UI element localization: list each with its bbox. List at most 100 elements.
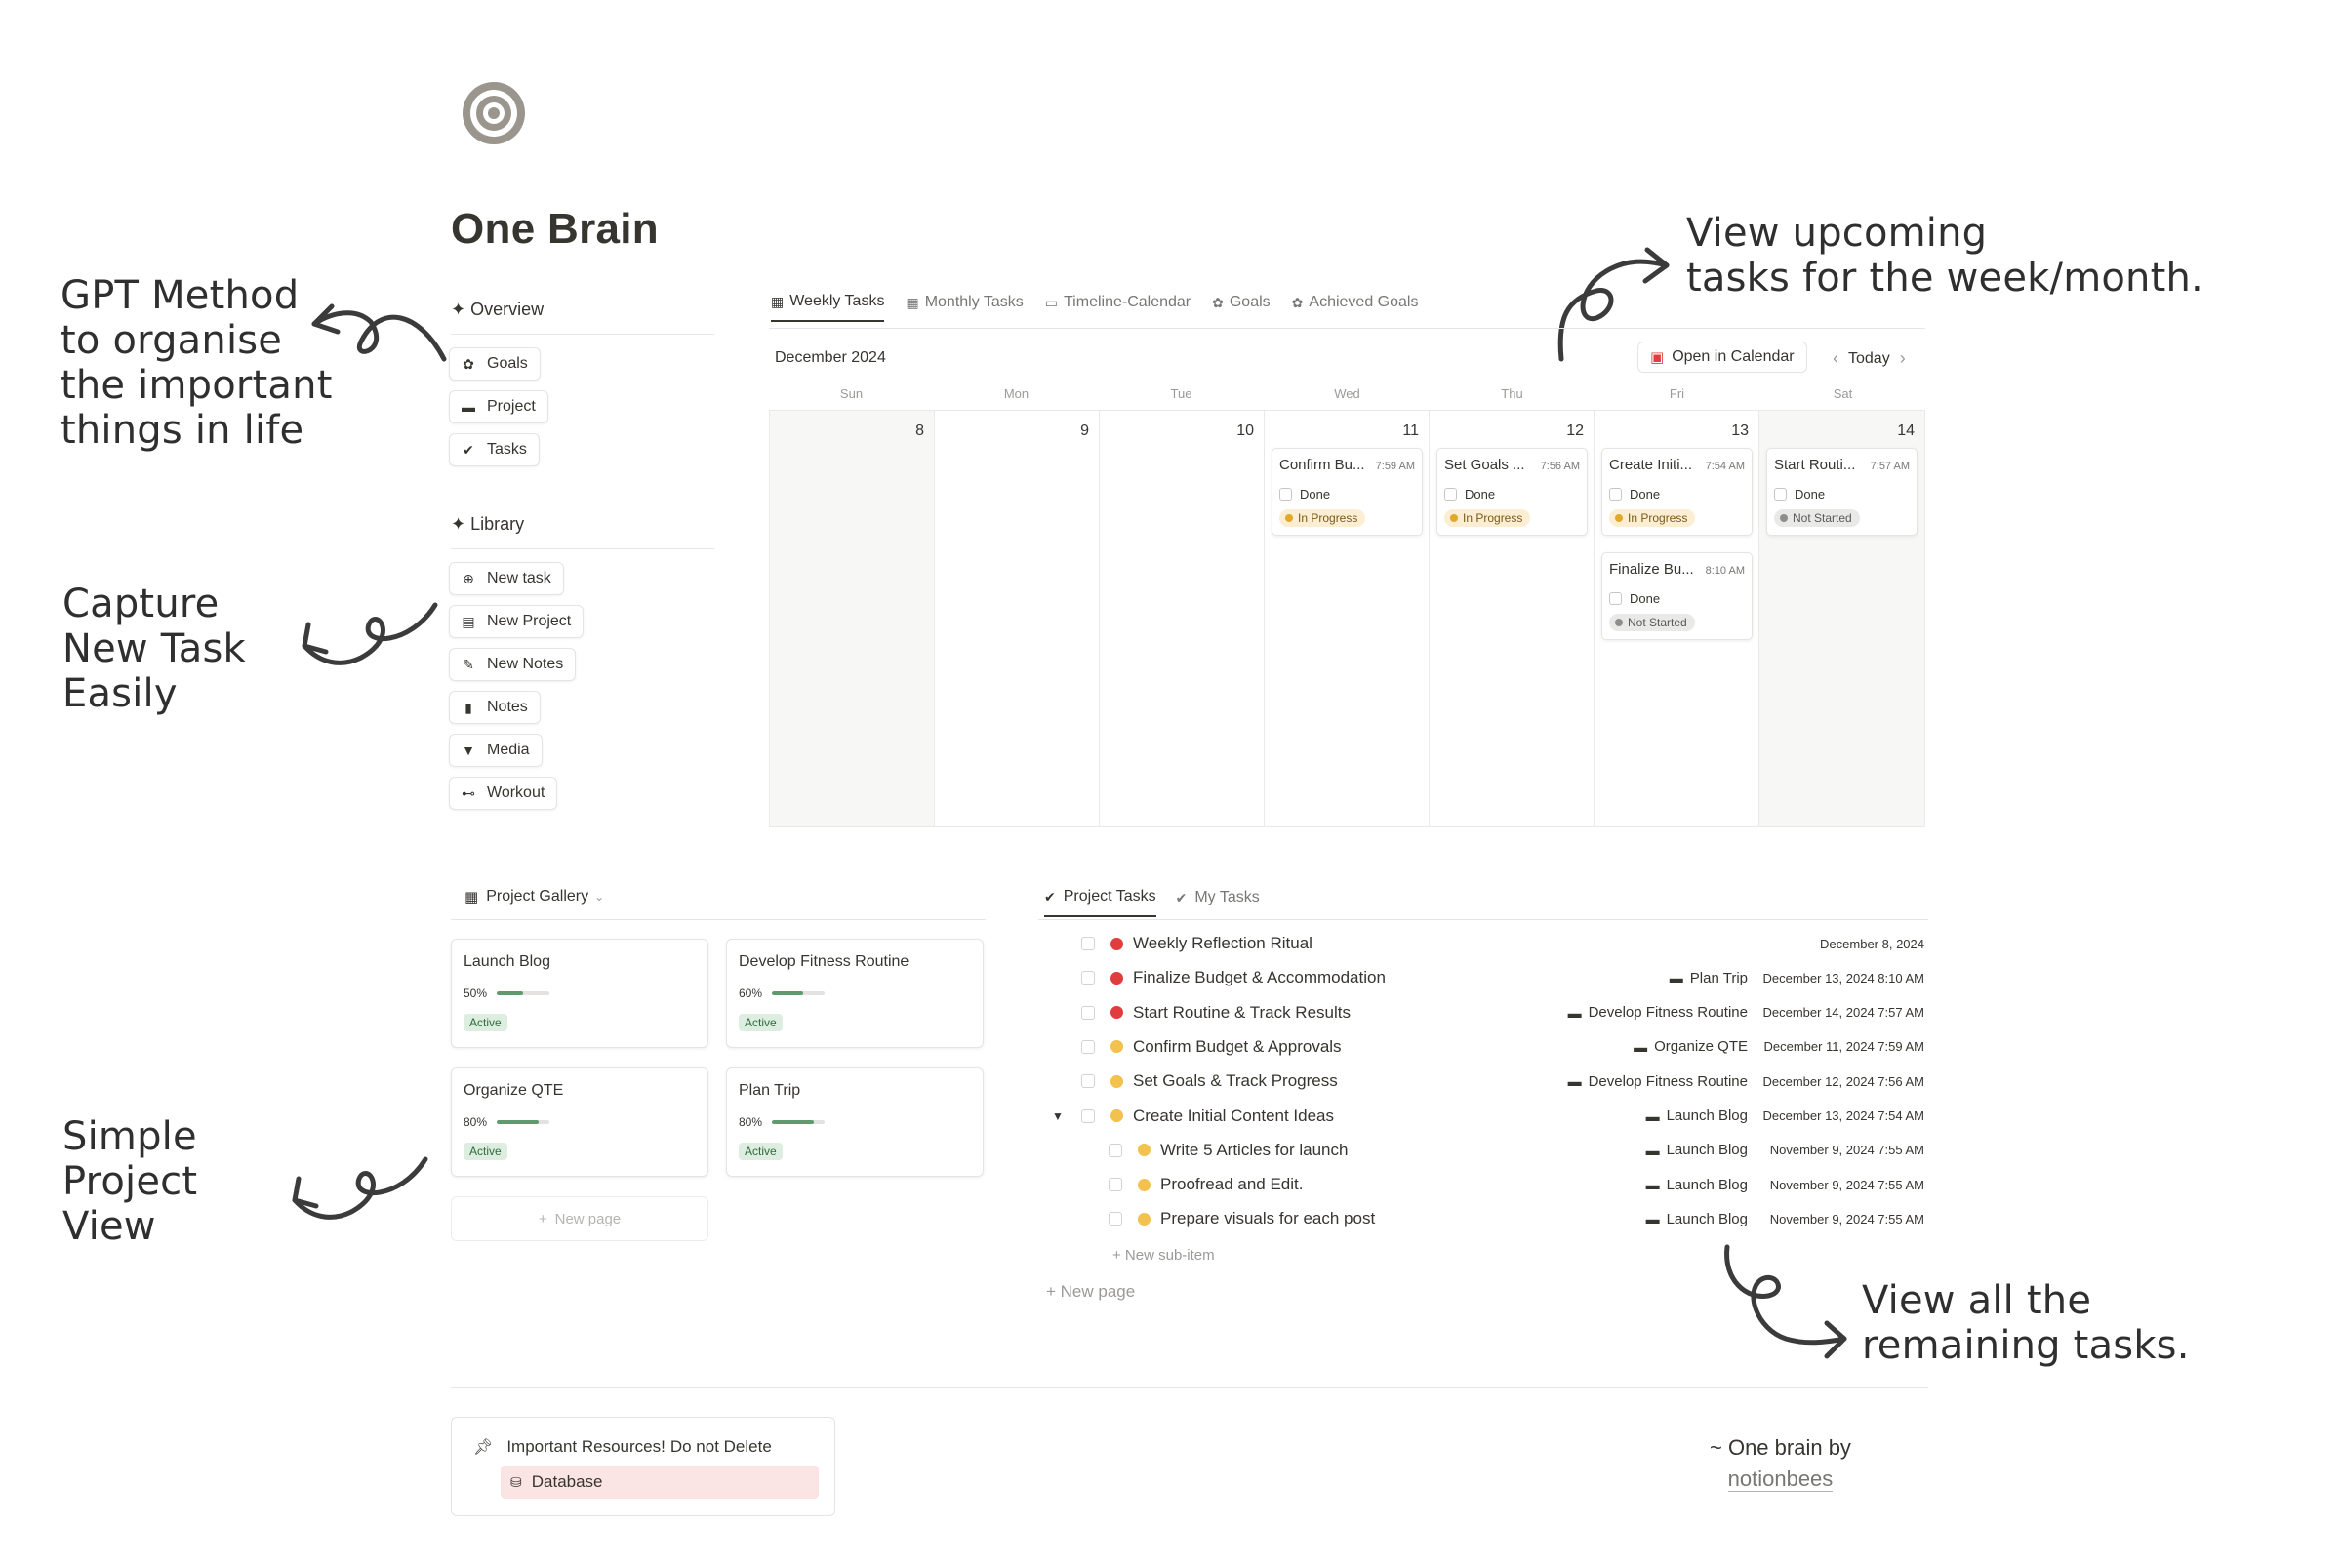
calendar-task-card[interactable]: Start Routi... 7:57 AM Done Not Started (1766, 448, 1918, 536)
task-project[interactable]: ▬ Launch Blog (1645, 1142, 1748, 1159)
task-project[interactable]: ▬ Launch Blog (1645, 1107, 1748, 1124)
calendar-grid: 8 9 10 11 Confirm Bu... 7:59 AM Done In P… (769, 410, 1925, 827)
day-cell-thu[interactable]: 12 Set Goals ... 7:56 AM Done In Progress (1430, 411, 1595, 826)
task-row[interactable]: Prepare visuals for each post ▬ Launch Blo… (1038, 1202, 1928, 1235)
task-date: December 13, 2024 8:10 AM (1762, 970, 1925, 985)
task-name: Proofread and Edit. (1160, 1175, 1304, 1194)
task-project[interactable]: ▬ Launch Blog (1645, 1176, 1748, 1193)
media-button[interactable]: ▼ Media (449, 734, 543, 767)
day-header-mon: Mon (1003, 386, 1030, 401)
day-header-sat: Sat (1833, 386, 1853, 401)
page-title: One Brain (451, 205, 659, 253)
credit: ~ One brain by notionbees (1710, 1435, 1851, 1492)
task-checkbox[interactable] (1081, 1108, 1095, 1123)
tab-goals[interactable]: ✿ Goals (1212, 294, 1271, 310)
task-name: Start Routine & Track Results (1133, 1002, 1351, 1022)
goals-icon: ✿ (1212, 294, 1224, 310)
gallery-new-page-button[interactable]: + New page (451, 1196, 708, 1241)
gallery-card-plan-trip[interactable]: Plan Trip 80% Active (726, 1067, 984, 1177)
arrow-capture-icon (302, 602, 438, 665)
task-checkbox[interactable] (1109, 1212, 1122, 1226)
tab-weekly-tasks[interactable]: ▦ Weekly Tasks (771, 293, 885, 322)
calendar-task-card[interactable]: Confirm Bu... 7:59 AM Done In Progress (1272, 448, 1423, 536)
task-tabs-divider (1038, 919, 1928, 920)
calendar-icon: ▦ (771, 293, 785, 309)
calendar-task-card[interactable]: Set Goals ... 7:56 AM Done In Progress (1436, 448, 1588, 536)
task-project[interactable]: ▬ Plan Trip (1669, 969, 1748, 986)
gallery-card-develop-fitness[interactable]: Develop Fitness Routine 60% Active (726, 939, 984, 1048)
tab-timeline-calendar[interactable]: ▭ Timeline-Calendar (1044, 294, 1191, 310)
tab-my-tasks[interactable]: ✔ My Tasks (1175, 889, 1260, 905)
task-name: Create Initial Content Ideas (1133, 1106, 1335, 1125)
task-project[interactable]: ▬ Develop Fitness Routine (1567, 1004, 1748, 1022)
gallery-card-organize-qte[interactable]: Organize QTE 80% Active (451, 1067, 708, 1177)
task-checkbox[interactable] (1081, 1039, 1095, 1054)
done-checkbox[interactable] (1609, 592, 1622, 605)
task-row[interactable]: Start Routine & Track Results ▬ Develop Fi… (1038, 996, 1928, 1029)
task-row[interactable]: Set Goals & Track Progress ▬ Develop Fitne… (1038, 1065, 1928, 1098)
day-cell-tue[interactable]: 10 (1100, 411, 1265, 826)
task-row[interactable]: Weekly Reflection Ritual December 8, 2024 (1038, 927, 1928, 960)
day-cell-sat[interactable]: 14 Start Routi... 7:57 AM Done Not Starte… (1759, 411, 1924, 826)
project-button[interactable]: ▬ Project (449, 390, 548, 423)
check-circle-icon: ✔ (1175, 889, 1188, 905)
task-checkbox[interactable] (1109, 1143, 1122, 1157)
done-checkbox[interactable] (1774, 488, 1787, 501)
footer-divider (451, 1387, 1928, 1388)
day-cell-mon[interactable]: 9 (935, 411, 1100, 826)
task-project[interactable]: ▬ Launch Blog (1645, 1210, 1748, 1227)
chevron-right-icon[interactable]: › (1899, 348, 1906, 368)
calendar-task-card[interactable]: Create Initi... 7:54 AM Done In Progress (1601, 448, 1753, 536)
day-cell-fri[interactable]: 13 Create Initi... 7:54 AM Done In Progre… (1595, 411, 1759, 826)
tasks-new-page-button[interactable]: + New page (1046, 1282, 1136, 1301)
done-checkbox[interactable] (1279, 488, 1292, 501)
done-checkbox[interactable] (1444, 488, 1457, 501)
check-circle-icon: ✔ (1044, 888, 1056, 905)
task-date: December 12, 2024 7:56 AM (1762, 1073, 1925, 1089)
bookmark-icon: ▼ (462, 743, 475, 758)
tasks-button[interactable]: ✔ Tasks (449, 433, 540, 466)
task-row[interactable]: ▼ Create Initial Content Ideas ▬ Launch Blo… (1038, 1100, 1928, 1133)
project-gallery-tab[interactable]: ▦ Project Gallery ⌄ (464, 888, 605, 905)
today-button[interactable]: Today (1848, 349, 1890, 367)
expand-toggle-icon[interactable]: ▼ (1052, 1108, 1064, 1123)
overview-divider (451, 334, 714, 335)
goals-button[interactable]: ✿ Goals (449, 347, 541, 381)
new-notes-button[interactable]: ✎ New Notes (449, 648, 577, 681)
day-cell-sun[interactable]: 8 (770, 411, 935, 826)
day-number: 13 (1731, 422, 1749, 439)
calendar-task-card[interactable]: Finalize Bu... 8:10 AM Done Not Started (1601, 552, 1753, 640)
day-cell-wed[interactable]: 11 Confirm Bu... 7:59 AM Done In Progress (1265, 411, 1430, 826)
task-row[interactable]: Confirm Budget & Approvals ▬ Organize QTE D… (1038, 1030, 1928, 1064)
new-project-button[interactable]: ▤ New Project (449, 605, 585, 638)
tab-monthly-tasks[interactable]: ▦ Monthly Tasks (906, 294, 1024, 310)
task-checkbox[interactable] (1081, 937, 1095, 950)
task-checkbox[interactable] (1109, 1178, 1122, 1192)
document-icon: ▮ (464, 699, 472, 715)
gallery-card-launch-blog[interactable]: Launch Blog 50% Active (451, 939, 708, 1048)
task-row[interactable]: Proofread and Edit. ▬ Launch Blog November … (1038, 1168, 1928, 1201)
task-project[interactable]: ▬ Organize QTE (1634, 1038, 1748, 1056)
task-row[interactable]: Finalize Budget & Accommodation ▬ Plan Tri… (1038, 961, 1928, 994)
task-checkbox[interactable] (1081, 1074, 1095, 1089)
task-checkbox[interactable] (1081, 971, 1095, 985)
new-task-button[interactable]: ⊕ New task (449, 562, 564, 595)
notionbees-link[interactable]: notionbees (1727, 1467, 1834, 1492)
gallery-divider (451, 919, 986, 920)
task-checkbox[interactable] (1081, 1005, 1095, 1020)
folder-icon: ▬ (1634, 1038, 1648, 1055)
database-link[interactable]: ⛁ Database (501, 1466, 819, 1499)
notes-button[interactable]: ▮ Notes (449, 691, 541, 724)
open-in-calendar-button[interactable]: ▣ Open in Calendar (1637, 342, 1807, 373)
new-sub-item-button[interactable]: + New sub-item (1112, 1247, 1215, 1264)
task-project[interactable]: ▬ Develop Fitness Routine (1567, 1072, 1748, 1090)
chevron-left-icon[interactable]: ‹ (1833, 348, 1838, 368)
database-icon: ⛁ (510, 1473, 522, 1490)
task-date: November 9, 2024 7:55 AM (1769, 1143, 1924, 1158)
task-row[interactable]: Write 5 Articles for launch ▬ Launch Blog N… (1038, 1134, 1928, 1167)
workout-button[interactable]: ⊷ Workout (449, 777, 558, 810)
tab-project-tasks[interactable]: ✔ Project Tasks (1044, 888, 1156, 917)
progress-bar (497, 991, 550, 995)
done-checkbox[interactable] (1609, 488, 1622, 501)
tab-achieved-goals[interactable]: ✿ Achieved Goals (1291, 294, 1419, 310)
